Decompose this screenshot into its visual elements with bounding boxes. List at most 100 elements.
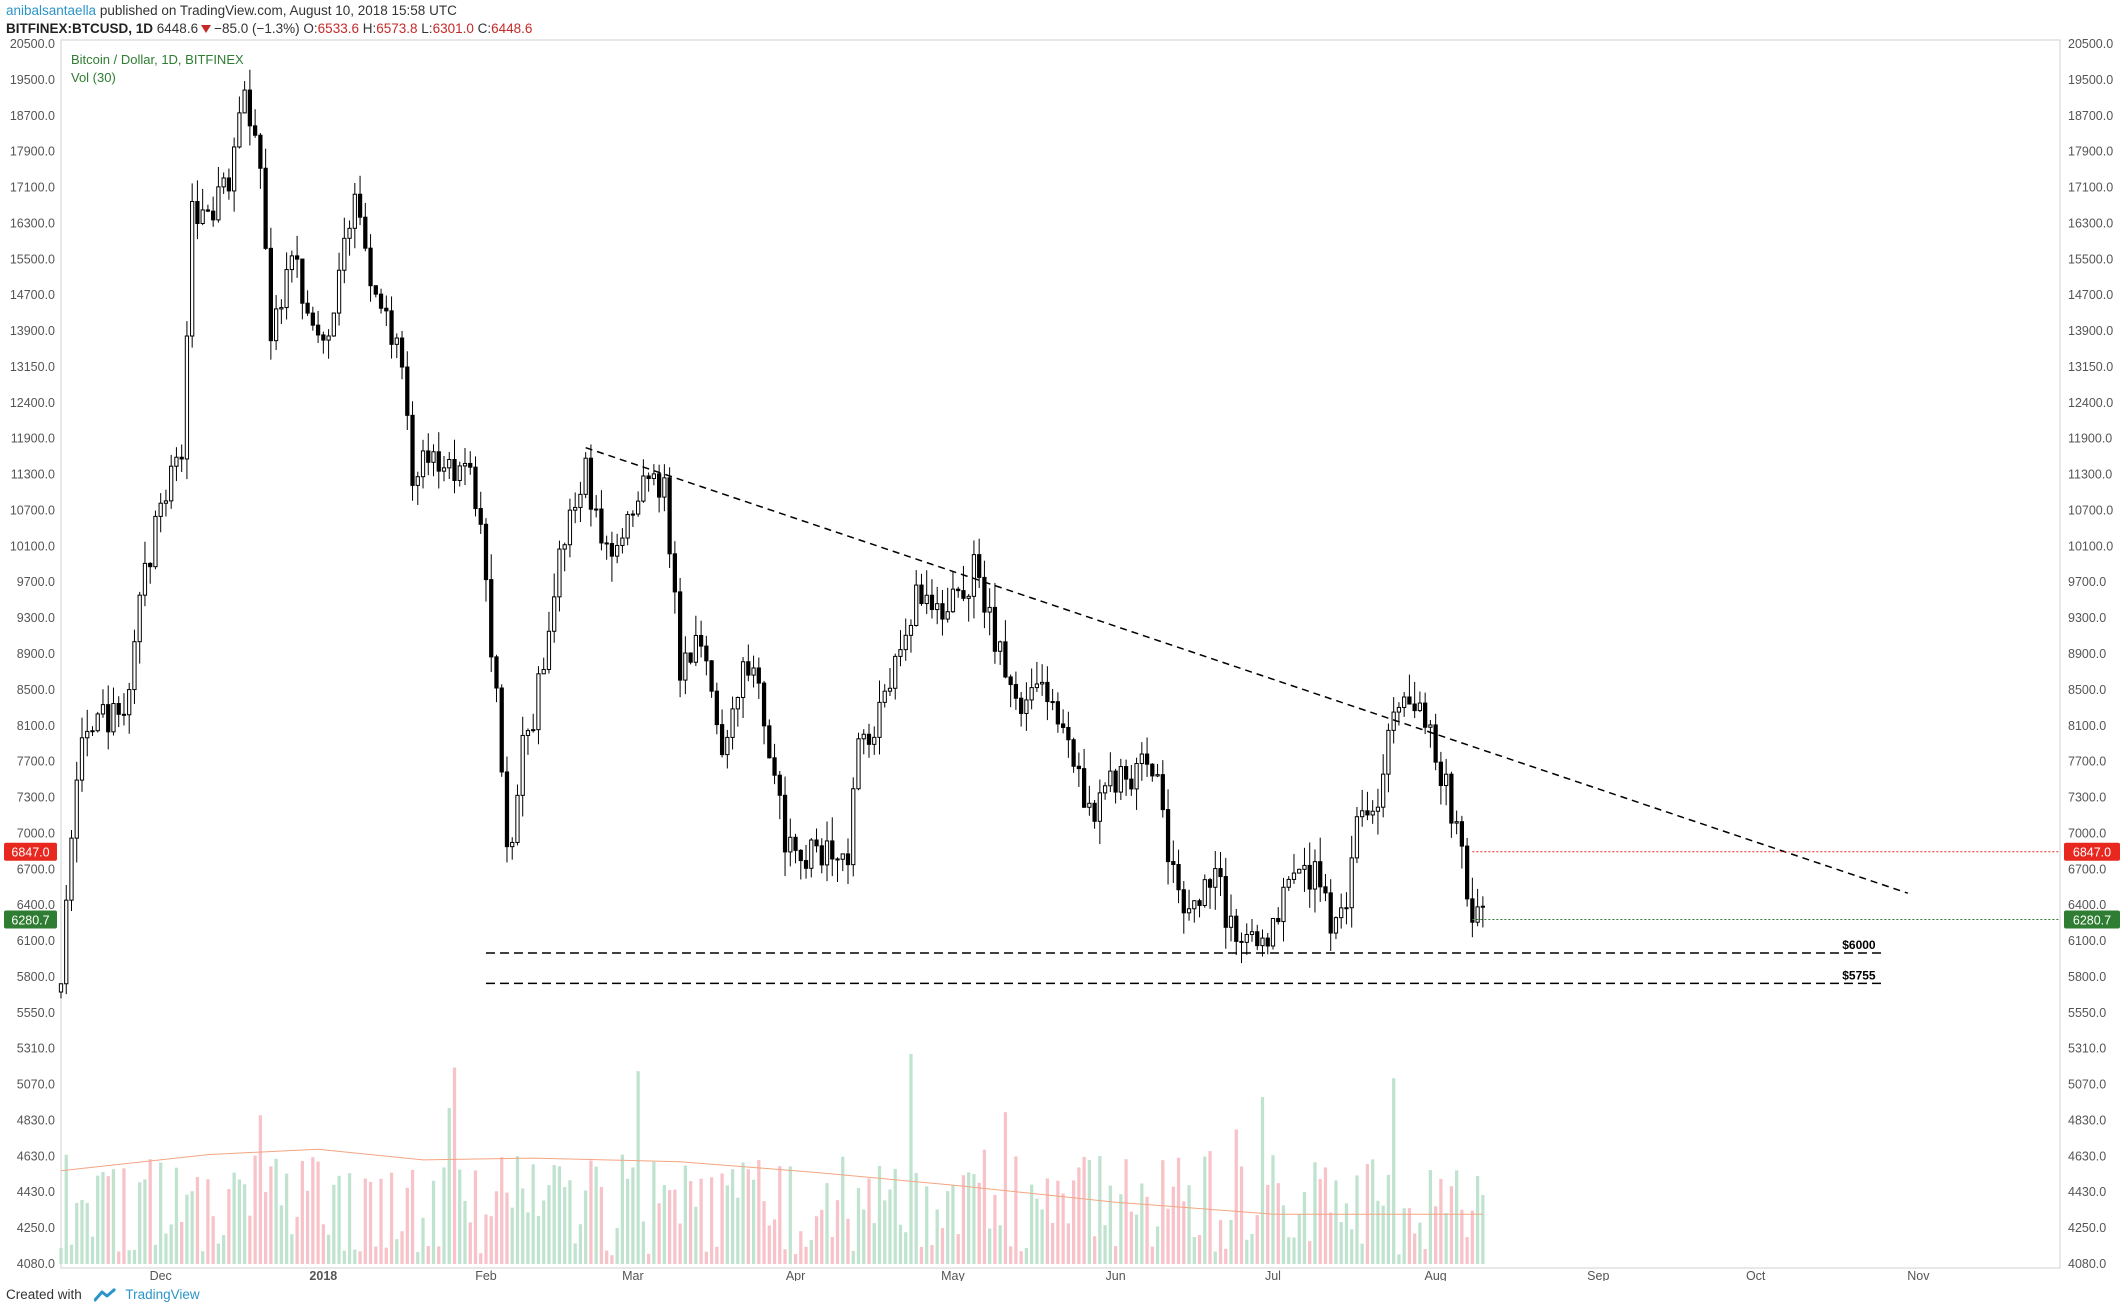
volume-bar bbox=[531, 1164, 535, 1264]
close-label: C: bbox=[477, 21, 492, 36]
y-tick-label-right: 6700.0 bbox=[2068, 862, 2106, 876]
volume-bar bbox=[442, 1167, 446, 1264]
arrow-down-icon bbox=[201, 25, 212, 34]
volume-bar bbox=[893, 1168, 897, 1264]
y-tick-label-right: 5550.0 bbox=[2068, 1006, 2106, 1020]
volume-bar bbox=[1077, 1167, 1081, 1264]
volume-bar bbox=[883, 1200, 887, 1264]
volume-bar bbox=[500, 1157, 504, 1264]
candle-body bbox=[578, 493, 583, 508]
candle-body bbox=[1045, 681, 1050, 703]
candle bbox=[1318, 837, 1323, 902]
x-tick-label: Dec bbox=[150, 1269, 172, 1281]
candle-body bbox=[730, 708, 735, 738]
y-tick-label-right: 10700.0 bbox=[2068, 503, 2113, 517]
volume-bar bbox=[657, 1203, 661, 1264]
volume-bar bbox=[1318, 1179, 1322, 1264]
candle-body bbox=[1360, 810, 1365, 818]
candle bbox=[226, 168, 232, 200]
candle-body bbox=[321, 334, 326, 341]
y-tick-label-left: 4430.0 bbox=[17, 1185, 55, 1199]
candle-body bbox=[1228, 915, 1234, 928]
tradingview-brand[interactable]: TradingView bbox=[125, 1287, 200, 1302]
candle bbox=[1202, 874, 1207, 908]
volume-bar bbox=[421, 1217, 425, 1264]
candle-body bbox=[389, 310, 394, 345]
candle bbox=[1134, 757, 1139, 810]
candle-body bbox=[987, 606, 992, 613]
tradingview-logo-icon[interactable] bbox=[93, 1288, 118, 1302]
candle bbox=[127, 682, 132, 734]
candle bbox=[662, 464, 667, 512]
candle bbox=[205, 204, 211, 213]
volume-bar bbox=[368, 1181, 373, 1264]
volume-bar bbox=[138, 1182, 142, 1264]
candle-body bbox=[845, 853, 851, 866]
volume-bar bbox=[174, 1167, 179, 1264]
volume-bar bbox=[751, 1179, 756, 1264]
candle bbox=[798, 849, 803, 880]
candle bbox=[573, 492, 578, 524]
candle bbox=[158, 493, 163, 533]
candle bbox=[594, 495, 599, 518]
candle bbox=[137, 591, 142, 664]
volume-bar bbox=[106, 1176, 110, 1264]
candle bbox=[90, 726, 95, 737]
volume-bar bbox=[1192, 1237, 1196, 1264]
chart-header: anibalsantaella published on TradingView… bbox=[6, 2, 1206, 40]
volume-bar bbox=[395, 1239, 399, 1264]
symbol-label: BITFINEX:BTCUSD, 1D bbox=[6, 21, 154, 36]
volume-bar bbox=[384, 1247, 388, 1264]
candle bbox=[719, 709, 725, 758]
candle-body bbox=[331, 312, 336, 337]
volume-bar bbox=[1418, 1222, 1422, 1264]
volume-bar bbox=[111, 1169, 116, 1264]
candle-body bbox=[835, 858, 840, 861]
candle bbox=[420, 439, 426, 489]
candle bbox=[368, 234, 373, 302]
candle-body bbox=[929, 594, 935, 611]
candle-body bbox=[656, 473, 662, 498]
volume-bar bbox=[631, 1167, 635, 1264]
resistance-tag-label-left: 6847.0 bbox=[11, 846, 49, 860]
y-tick-label-left: 11900.0 bbox=[11, 432, 55, 446]
candle-body bbox=[945, 611, 950, 620]
candle-body bbox=[562, 544, 567, 550]
candle bbox=[74, 761, 79, 863]
volume-bar bbox=[117, 1251, 121, 1264]
candle-body bbox=[919, 584, 924, 605]
candle bbox=[494, 654, 499, 703]
y-tick-label-right: 6400.0 bbox=[2068, 898, 2106, 912]
candle bbox=[1176, 849, 1181, 904]
candle-body bbox=[1339, 907, 1344, 919]
volume-bar bbox=[788, 1166, 792, 1264]
y-tick-label-left: 17100.0 bbox=[10, 181, 55, 195]
volume-bar bbox=[982, 1149, 987, 1264]
candle bbox=[247, 69, 253, 146]
candle-body bbox=[1255, 931, 1260, 947]
candle bbox=[893, 653, 898, 700]
open-label: O: bbox=[303, 21, 318, 36]
price-chart[interactable]: 20500.0 20500.0 19500.0 19500.0 18700.0 18700… bbox=[0, 38, 2125, 1281]
volume-bar bbox=[772, 1219, 777, 1264]
candle-body bbox=[1234, 915, 1239, 942]
candle-body bbox=[357, 193, 363, 218]
volume-bar bbox=[243, 1184, 247, 1264]
candle-body bbox=[515, 794, 520, 843]
candle bbox=[1013, 671, 1019, 710]
candle bbox=[541, 657, 546, 675]
volume-bar bbox=[584, 1190, 588, 1264]
volume-bar bbox=[536, 1215, 541, 1264]
y-tick-label-left: 4830.0 bbox=[17, 1113, 55, 1127]
candle bbox=[163, 489, 169, 517]
candle bbox=[431, 444, 436, 477]
close-value: 6448.6 bbox=[491, 21, 533, 36]
candle-body bbox=[142, 562, 148, 596]
y-tick-label-right: 4080.0 bbox=[2068, 1257, 2106, 1271]
author-link[interactable]: anibalsantaella bbox=[6, 3, 97, 18]
candle-body bbox=[426, 450, 431, 463]
volume-bar bbox=[75, 1203, 79, 1264]
ohlc-bar: BITFINEX:BTCUSD, 1D 6448.6 −85.0 (−1.3%) … bbox=[6, 20, 1206, 38]
volume-bar bbox=[872, 1223, 876, 1264]
candle bbox=[300, 258, 305, 320]
